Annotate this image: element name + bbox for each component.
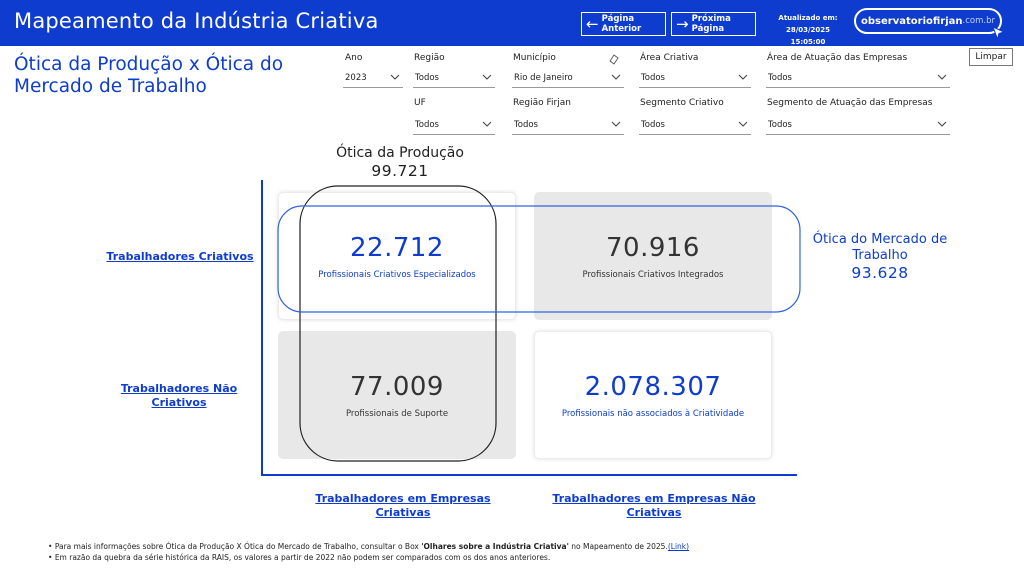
filter-regiao-value: Todos [415,73,439,83]
card-value: 22.712 [350,232,444,263]
filter-regiao-label: Região [414,53,445,63]
filter-regiao-firjan-label: Região Firjan [513,98,571,108]
card-label: Profissionais Criativos Especializados [318,269,476,280]
card-label: Profissionais não associados à Criativid… [561,408,745,419]
chevron-down-icon [937,74,947,80]
producao-title: Ótica da Produção [336,145,464,161]
clear-selection-icon[interactable] [608,53,620,65]
chevron-down-icon [482,121,492,127]
producao-value: 99.721 [371,162,429,180]
clear-filters-button[interactable]: Limpar [969,48,1013,66]
arrow-right-icon: → [676,14,689,33]
logo-main-text: observatoriofirjan [861,15,963,27]
chevron-down-icon [482,74,492,80]
last-updated-value: 28/03/2025 15:05:00 [785,26,831,46]
row-link-criativos[interactable]: Trabalhadores Criativos [106,250,254,263]
filter-uf-value: Todos [415,120,439,130]
chevron-down-icon [738,74,748,80]
card-value: 2.078.307 [584,371,722,402]
vertical-axis [261,180,263,476]
filter-ano-label: Ano [345,53,363,63]
footnote-1-bold: 'Olhares sobre a Indústria Criativa' [421,542,569,551]
footnote-2: • Em razão da quebra da série histórica … [48,553,551,562]
filter-area-criativa-select[interactable]: Todos [639,69,751,88]
previous-page-button[interactable]: ← Página Anterior [581,12,666,36]
card-label: Profissionais Criativos Integrados [582,269,724,280]
card-criativos-integrados[interactable]: 70.916 Profissionais Criativos Integrado… [534,192,772,320]
card-label: Profissionais de Suporte [345,408,449,419]
page-title: Ótica da Produção x Ótica do Mercado de … [14,54,284,97]
filter-regiao-select[interactable]: Todos [413,69,495,88]
card-criativos-especializados[interactable]: 22.712 Profissionais Criativos Especiali… [278,192,516,320]
filter-segmento-criativo-label: Segmento Criativo [640,98,724,108]
filter-area-atuacao-value: Todos [768,73,792,83]
chevron-down-icon [611,121,621,127]
chevron-down-icon [611,74,621,80]
filter-area-criativa-label: Área Criativa [640,53,699,63]
next-page-button[interactable]: → Próxima Página [671,12,756,36]
arrow-left-icon: ← [586,14,599,33]
filter-area-atuacao-select[interactable]: Todos [766,69,950,88]
previous-page-label: Página Anterior [601,14,642,34]
last-updated: Atualizado em: 28/03/2025 15:05:00 [770,12,846,48]
filter-municipio-select[interactable]: Rio de Janeiro [512,69,624,88]
filter-uf-select[interactable]: Todos [413,116,495,135]
card-value: 70.916 [606,232,700,263]
filter-segmento-criativo-value: Todos [641,120,665,130]
filter-area-criativa-value: Todos [641,73,665,83]
filter-municipio-value: Rio de Janeiro [514,73,573,83]
filter-municipio-label: Município [513,53,556,63]
filter-uf-label: UF [414,98,426,108]
last-updated-label: Atualizado em: [778,14,838,22]
row-link-nao-criativos[interactable]: Trabalhadores Não Criativos [120,382,238,409]
chevron-down-icon [738,121,748,127]
header-bar: Mapeamento da Indústria Criativa ← Págin… [0,0,1024,46]
card-value: 77.009 [350,371,444,402]
col-link-empresas-criativas[interactable]: Trabalhadores em Empresas Criativas [315,492,491,519]
filter-segmento-criativo-select[interactable]: Todos [639,116,751,135]
horizontal-axis [261,474,797,476]
footnote-1-text: Para mais informações sobre Ótica da Pro… [54,542,422,551]
footnote-1-text-end: no Mapeamento de 2025. [568,542,668,551]
footnote-1: • Para mais informações sobre Ótica da P… [48,542,690,551]
next-page-label: Próxima Página [691,14,731,34]
filter-segmento-atuacao-select[interactable]: Todos [766,116,950,135]
card-nao-associados[interactable]: 2.078.307 Profissionais não associados à… [534,331,772,459]
mercado-value: 93.628 [851,264,909,282]
chevron-down-icon [390,74,400,80]
observatorio-logo-link[interactable]: observatoriofirjan .com.br [854,8,1006,40]
card-profissionais-suporte[interactable]: 77.009 Profissionais de Suporte [278,331,516,459]
col-link-empresas-nao-criativas[interactable]: Trabalhadores em Empresas Não Criativas [552,492,756,519]
filter-regiao-firjan-select[interactable]: Todos [512,116,624,135]
filter-area-atuacao-label: Área de Atuação das Empresas [767,53,908,63]
footnote-2-text: Em razão da quebra da série histórica da… [54,553,551,562]
footnotes: • Para mais informações sobre Ótica da P… [48,541,689,563]
chevron-down-icon [937,121,947,127]
filter-ano-value: 2023 [345,73,367,83]
app-title: Mapeamento da Indústria Criativa [14,9,379,33]
pointer-icon [992,26,1006,40]
filter-segmento-atuacao-value: Todos [768,120,792,130]
filter-regiao-firjan-value: Todos [514,120,538,130]
filter-segmento-atuacao-label: Segmento de Atuação das Empresas [767,98,933,108]
mercado-title: Ótica do Mercado de Trabalho [812,232,948,263]
footnote-link[interactable]: (Link) [667,542,690,551]
filter-ano-select[interactable]: 2023 [343,69,403,88]
logo-suffix-text: .com.br [962,16,995,26]
